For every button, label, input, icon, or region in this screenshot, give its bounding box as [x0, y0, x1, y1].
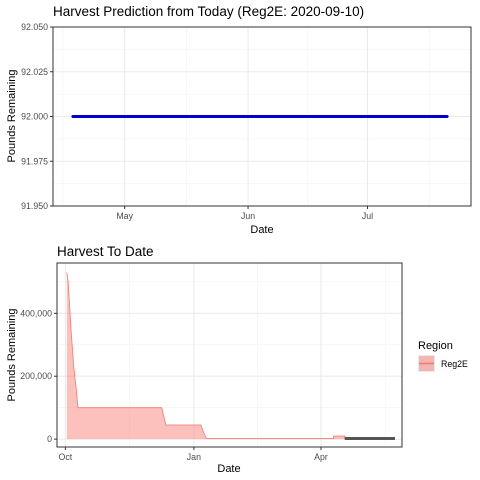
chart-bottom-border	[56, 262, 403, 448]
y-tick-label: 91.950	[21, 201, 48, 211]
chart-bottom-x-label: Date	[217, 463, 240, 475]
x-tick-label: Oct	[59, 452, 73, 462]
chart-top: Harvest Prediction from Today (Reg2E: 20…	[6, 4, 472, 236]
x-tick-label: Jun	[241, 211, 255, 221]
chart-top-x-ticks: May Jun Jul	[116, 206, 373, 221]
series-line-reg2e	[66, 272, 346, 439]
y-tick-label: 91.975	[21, 156, 48, 166]
y-tick-label: 200,000	[20, 371, 52, 381]
legend-title: Region	[418, 340, 453, 352]
y-tick-label: 0	[47, 434, 52, 444]
y-tick-label: 92.050	[21, 22, 48, 32]
chart-top-y-ticks: 91.950 91.975 92.000 92.025 92.050	[21, 22, 53, 211]
chart-top-title: Harvest Prediction from Today (Reg2E: 20…	[53, 4, 364, 19]
x-tick-label: Jul	[362, 211, 373, 221]
x-tick-label: Jan	[187, 452, 201, 462]
y-tick-label: 400,000	[20, 308, 52, 318]
x-tick-label: May	[116, 211, 133, 221]
chart-bottom-y-ticks: 0 200,000 400,000	[20, 308, 57, 444]
chart-top-x-label: Date	[250, 224, 273, 236]
y-tick-label: 92.000	[21, 112, 48, 122]
chart-bottom-panel	[57, 263, 402, 447]
chart-bottom-series	[66, 272, 396, 441]
chart-bottom: Harvest To Date 0 200,000 400,000 Oct Jan Ap…	[6, 244, 468, 475]
chart-bottom-x-ticks: Oct Jan Apr	[59, 447, 328, 462]
chart-top-y-label: Pounds Remaining	[6, 70, 18, 163]
legend-label-reg2e: Reg2E	[441, 359, 468, 369]
chart-bottom-title: Harvest To Date	[57, 244, 154, 259]
legend: Region Reg2E	[418, 340, 468, 372]
chart-bottom-y-label: Pounds Remaining	[6, 309, 18, 402]
y-tick-label: 92.025	[21, 67, 48, 77]
x-tick-label: Apr	[314, 452, 328, 462]
series-area-reg2e	[66, 272, 345, 440]
